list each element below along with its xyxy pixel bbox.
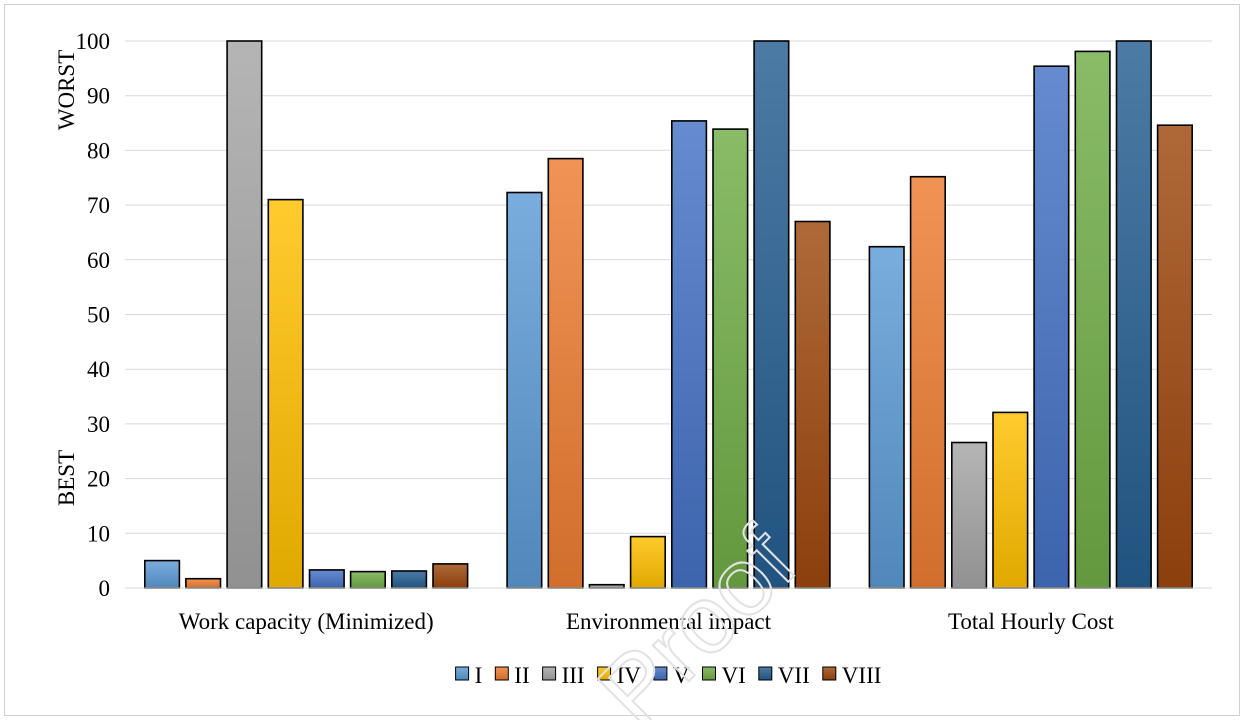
side-labels: WORST BEST (54, 50, 79, 506)
bar-VII-2 (1115, 40, 1152, 589)
bar-V-2 (1033, 65, 1070, 589)
y-tick-label: 0 (99, 576, 111, 601)
bar-IV-0 (267, 198, 304, 589)
legend-item: VIII (822, 663, 882, 688)
legend-item: IV (597, 663, 642, 688)
legend-swatch (455, 666, 470, 681)
bar-I-1 (506, 191, 543, 589)
legend-swatch (597, 666, 612, 681)
gridlines (125, 40, 1212, 534)
chart-frame (4, 4, 1240, 716)
y-tick-label: 10 (87, 521, 110, 546)
legend-item: II (494, 663, 530, 688)
legend-item: VI (702, 663, 746, 688)
legend-label: I (475, 663, 483, 688)
category-labels: Work capacity (Minimized) Environmental i… (179, 609, 1115, 634)
bar-II-1 (547, 157, 584, 589)
legend-swatch (758, 666, 773, 681)
y-tick-label: 60 (87, 248, 110, 273)
bar-VI-0 (349, 570, 387, 589)
y-tick-label: 40 (87, 357, 110, 382)
legend-label: VIII (842, 663, 882, 688)
bar-III-0 (226, 40, 263, 589)
legend-label: V (673, 663, 690, 688)
legend-label: IV (617, 663, 642, 688)
bar-III-2 (950, 441, 988, 589)
legend-label: VI (722, 663, 746, 688)
legend-swatch (822, 666, 837, 681)
y-axis-ticks: 0 10 20 30 40 50 60 70 80 90 100 (76, 29, 111, 601)
bar-V-1 (670, 120, 708, 589)
side-label-worst: WORST (54, 50, 79, 131)
bar-IV-2 (992, 411, 1029, 589)
legend-item: I (455, 663, 483, 688)
side-label-best: BEST (54, 450, 79, 506)
legend-item: VII (758, 663, 810, 688)
legend-label: II (514, 663, 529, 688)
legend-label: VII (778, 663, 810, 688)
category-label: Total Hourly Cost (948, 609, 1114, 634)
y-tick-label: 30 (87, 412, 110, 437)
legend-swatch (653, 666, 668, 681)
legend-swatch (542, 666, 557, 681)
bars (144, 40, 1193, 589)
bar-VI-2 (1074, 50, 1111, 589)
legend-label: III (562, 663, 585, 688)
category-label: Work capacity (Minimized) (179, 609, 434, 634)
bar-VII-1 (753, 40, 790, 589)
y-tick-label: 70 (87, 193, 110, 218)
legend: I II III IV V VI VII VIII (455, 663, 882, 688)
bar-VIII-0 (432, 563, 469, 589)
y-tick-label: 90 (87, 84, 110, 109)
bar-II-2 (909, 175, 946, 589)
y-tick-label: 50 (87, 303, 110, 328)
bar-VII-0 (390, 570, 428, 589)
legend-item: III (542, 663, 585, 688)
y-tick-label: 100 (76, 29, 111, 54)
bar-II-0 (185, 577, 222, 589)
legend-swatch (702, 666, 716, 681)
bar-VIII-1 (794, 220, 831, 589)
legend-swatch (494, 666, 509, 681)
legend-item: V (653, 663, 690, 688)
bar-I-0 (144, 559, 181, 589)
bar-V-0 (308, 569, 345, 589)
category-label: Environmental impact (566, 609, 772, 634)
y-tick-label: 80 (87, 138, 110, 163)
y-tick-label: 20 (87, 467, 110, 492)
bar-IV-1 (629, 535, 666, 589)
bar-VIII-2 (1156, 124, 1193, 589)
bar-I-2 (868, 245, 905, 589)
